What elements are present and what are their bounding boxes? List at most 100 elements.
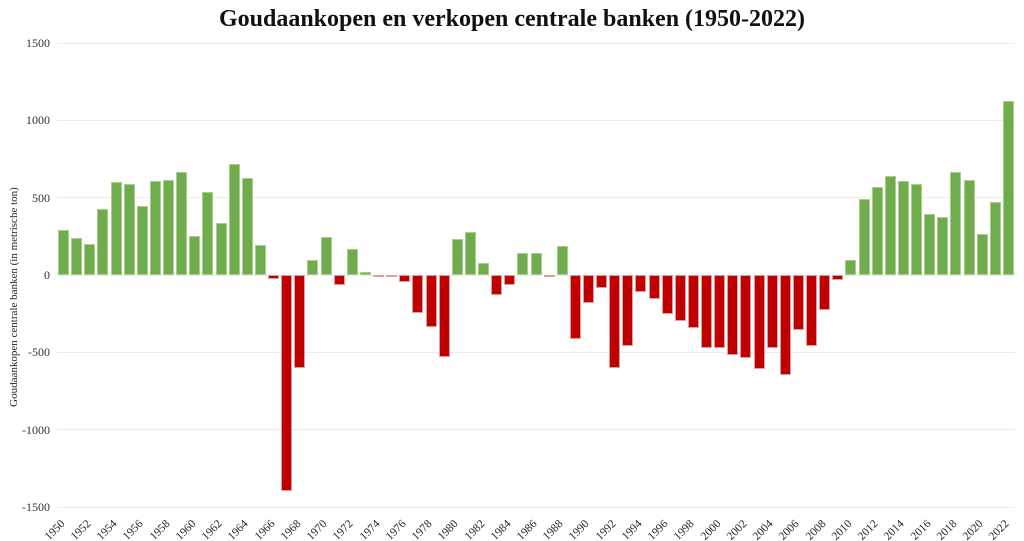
y-tick-1500: 1500 <box>26 36 50 50</box>
x-tick-2010: 2010 <box>829 517 855 541</box>
y-tick--500: -500 <box>28 345 50 360</box>
bar-1993 <box>622 275 634 347</box>
plot-area <box>57 42 1015 508</box>
bar-1966 <box>268 275 280 279</box>
gridline-500 <box>57 197 1015 199</box>
bar-1983 <box>491 275 503 296</box>
bar-2006 <box>792 275 804 330</box>
y-tick-1000: 1000 <box>26 113 50 128</box>
x-tick-1952: 1952 <box>68 517 94 541</box>
x-tick-1976: 1976 <box>383 517 409 541</box>
x-tick-1950: 1950 <box>42 517 68 541</box>
y-tick-500: 500 <box>32 190 50 205</box>
bar-1950 <box>58 230 70 275</box>
gridline-1500 <box>57 42 1015 44</box>
x-tick-1998: 1998 <box>672 517 698 541</box>
bar-1975 <box>386 275 398 277</box>
bar-1967 <box>281 275 293 491</box>
x-tick-1982: 1982 <box>462 517 488 541</box>
bar-2021 <box>989 202 1001 275</box>
gridline--1500 <box>57 506 1015 508</box>
bar-1981 <box>464 231 476 275</box>
bar-1972 <box>346 248 358 275</box>
bar-2007 <box>806 275 818 347</box>
gridline--1000 <box>57 429 1015 431</box>
bar-1992 <box>609 275 621 368</box>
bar-1955 <box>123 183 135 275</box>
bar-1971 <box>333 275 345 286</box>
x-tick-1954: 1954 <box>94 517 120 541</box>
bar-1982 <box>478 262 489 275</box>
bar-1965 <box>254 244 266 275</box>
bar-1964 <box>241 177 253 275</box>
bar-1963 <box>228 163 240 275</box>
bar-2020 <box>976 234 988 275</box>
x-tick-2016: 2016 <box>908 517 934 541</box>
bar-1957 <box>149 180 161 275</box>
bar-1985 <box>517 253 529 275</box>
x-tick-2018: 2018 <box>934 517 960 541</box>
x-tick-2022: 2022 <box>987 517 1012 541</box>
bar-1989 <box>569 275 581 340</box>
bar-1991 <box>596 275 608 289</box>
x-tick-1980: 1980 <box>436 517 461 541</box>
chart-title: Goudaankopen en verkopen centrale banken… <box>218 6 806 32</box>
y-axis-title: Goudaankopen centrale banken (in metrisc… <box>8 187 20 407</box>
bar-2019 <box>963 179 975 275</box>
x-tick-1988: 1988 <box>541 517 566 541</box>
bar-1961 <box>202 192 214 275</box>
x-tick-1994: 1994 <box>619 517 645 541</box>
bar-1996 <box>661 275 673 315</box>
bar-2012 <box>871 186 883 275</box>
x-tick-1958: 1958 <box>147 517 173 541</box>
bar-1970 <box>320 237 332 275</box>
bar-1979 <box>438 275 450 357</box>
bar-1969 <box>307 260 319 275</box>
bar-1958 <box>163 179 175 275</box>
bar-1999 <box>701 275 713 348</box>
x-tick-1966: 1966 <box>252 517 278 541</box>
bar-2002 <box>740 275 752 358</box>
x-tick-1960: 1960 <box>173 517 199 541</box>
y-tick-0: 0 <box>44 268 50 282</box>
bar-2005 <box>779 275 791 375</box>
bar-2008 <box>819 275 831 310</box>
x-tick-1996: 1996 <box>646 517 671 541</box>
x-tick-1978: 1978 <box>409 517 435 541</box>
bar-2003 <box>753 275 765 369</box>
bar-1988 <box>556 245 568 275</box>
x-tick-1964: 1964 <box>226 517 251 541</box>
bar-1986 <box>530 253 542 275</box>
bar-1951 <box>71 237 83 275</box>
y-tick--1500: -1500 <box>22 500 50 514</box>
bar-1956 <box>136 206 148 275</box>
bar-1997 <box>674 275 686 322</box>
bar-1980 <box>451 238 463 275</box>
bar-1962 <box>215 223 227 275</box>
bar-2018 <box>950 172 962 275</box>
bar-2004 <box>766 275 778 348</box>
bar-2016 <box>924 213 936 275</box>
x-tick-1968: 1968 <box>278 517 304 541</box>
x-tick-1974: 1974 <box>357 517 383 541</box>
bar-2009 <box>832 275 844 280</box>
x-tick-1972: 1972 <box>331 517 356 541</box>
bar-1953 <box>97 209 109 275</box>
bar-2014 <box>897 180 909 275</box>
gridline--500 <box>57 351 1015 353</box>
bar-1968 <box>294 275 306 368</box>
x-tick-2014: 2014 <box>882 517 907 541</box>
x-tick-2004: 2004 <box>751 517 776 541</box>
bar-1978 <box>425 275 437 327</box>
x-tick-1956: 1956 <box>121 517 146 541</box>
bar-2022 <box>1002 101 1014 275</box>
x-tick-1986: 1986 <box>514 517 540 541</box>
bar-1952 <box>84 244 96 275</box>
x-tick-2012: 2012 <box>855 517 881 541</box>
bar-2011 <box>858 199 870 275</box>
bar-1959 <box>176 172 188 275</box>
bar-2000 <box>714 275 726 348</box>
bar-1977 <box>412 275 424 313</box>
x-tick-1992: 1992 <box>593 517 619 541</box>
